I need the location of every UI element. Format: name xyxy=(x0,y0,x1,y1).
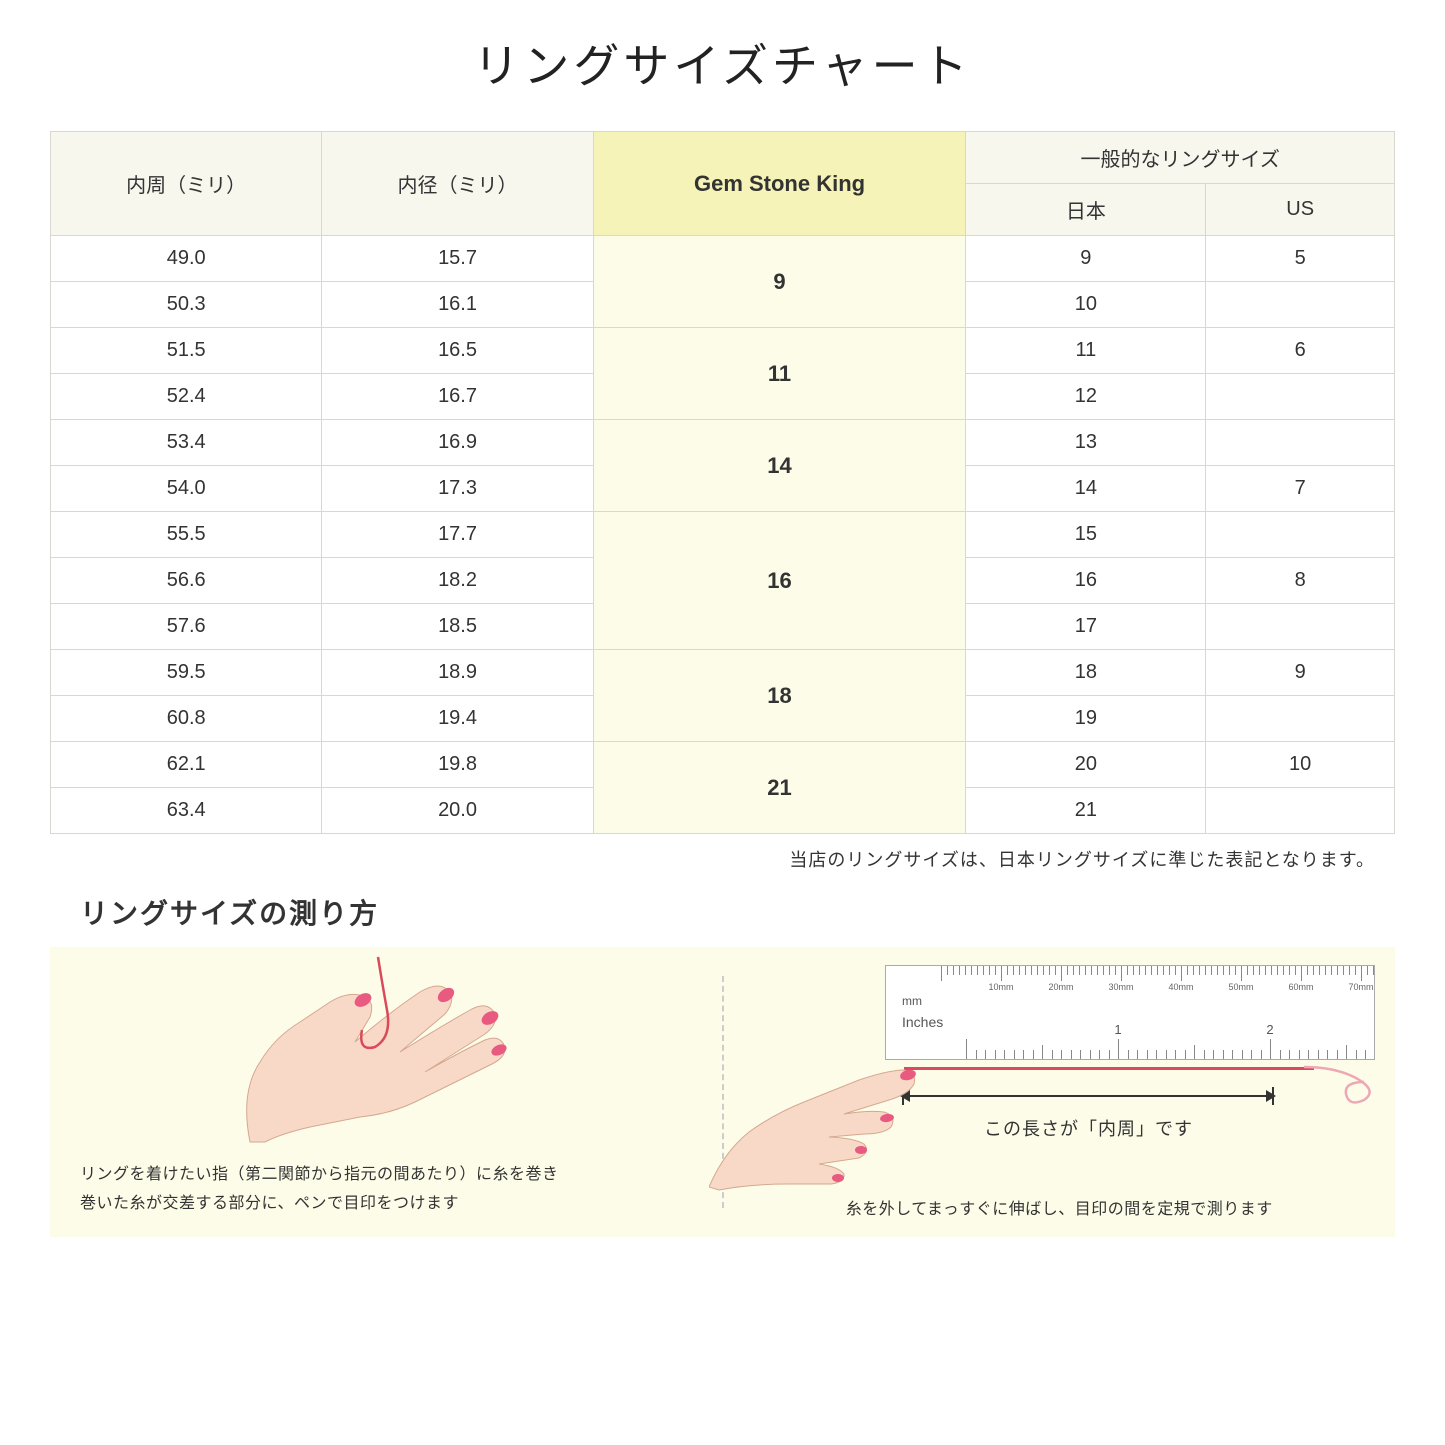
cell-jp: 15 xyxy=(966,512,1206,558)
cell-circ: 55.5 xyxy=(51,512,322,558)
cell-jp: 19 xyxy=(966,696,1206,742)
right-caption: 糸を外してまっすぐに伸ばし、目印の間を定規で測ります xyxy=(724,1195,1396,1219)
cell-diam: 20.0 xyxy=(322,788,593,834)
table-note: 当店のリングサイズは、日本リングサイズに準じた表記となります。 xyxy=(50,846,1395,872)
cell-jp: 10 xyxy=(966,282,1206,328)
cell-diam: 19.4 xyxy=(322,696,593,742)
cell-jp: 14 xyxy=(966,466,1206,512)
cell-diam: 17.7 xyxy=(322,512,593,558)
cell-jp: 21 xyxy=(966,788,1206,834)
cell-gsk: 14 xyxy=(593,420,966,512)
cell-jp: 17 xyxy=(966,604,1206,650)
cell-jp: 20 xyxy=(966,742,1206,788)
arrow-label: この長さが「内周」です xyxy=(904,1115,1274,1141)
cell-circ: 56.6 xyxy=(51,558,322,604)
cell-gsk: 9 xyxy=(593,236,966,328)
cell-circ: 49.0 xyxy=(51,236,322,282)
cell-jp: 13 xyxy=(966,420,1206,466)
cell-us xyxy=(1206,282,1395,328)
header-japan: 日本 xyxy=(966,184,1206,236)
info-panel: リングを着けたい指（第二関節から指元の間あたり）に糸を巻き 巻いた糸が交差する部… xyxy=(50,947,1395,1237)
measure-arrow xyxy=(902,1095,1274,1097)
cell-us xyxy=(1206,604,1395,650)
cell-jp: 16 xyxy=(966,558,1206,604)
table-row: 49.015.7995 xyxy=(51,236,1395,282)
header-gsk: Gem Stone King xyxy=(593,132,966,236)
left-caption: リングを着けたい指（第二関節から指元の間あたり）に糸を巻き 巻いた糸が交差する部… xyxy=(80,1161,692,1219)
cell-us: 7 xyxy=(1206,466,1395,512)
cell-circ: 53.4 xyxy=(51,420,322,466)
ruler-illustration: mm Inches 10mm20mm30mm40mm50mm60mm70mm12 xyxy=(885,965,1375,1060)
cell-diam: 16.1 xyxy=(322,282,593,328)
cell-us: 10 xyxy=(1206,742,1395,788)
table-row: 59.518.918189 xyxy=(51,650,1395,696)
info-right: mm Inches 10mm20mm30mm40mm50mm60mm70mm12… xyxy=(724,947,1396,1237)
cell-gsk: 11 xyxy=(593,328,966,420)
cell-us xyxy=(1206,420,1395,466)
cell-gsk: 21 xyxy=(593,742,966,834)
cell-diam: 18.2 xyxy=(322,558,593,604)
thread-curl xyxy=(1304,1052,1404,1112)
cell-jp: 12 xyxy=(966,374,1206,420)
cell-diam: 16.7 xyxy=(322,374,593,420)
cell-diam: 19.8 xyxy=(322,742,593,788)
header-general: 一般的なリングサイズ xyxy=(966,132,1395,184)
cell-us xyxy=(1206,696,1395,742)
cell-diam: 17.3 xyxy=(322,466,593,512)
thread-line xyxy=(904,1067,1314,1070)
cell-circ: 52.4 xyxy=(51,374,322,420)
measure-subtitle: リングサイズの測り方 xyxy=(50,892,1395,932)
cell-diam: 16.9 xyxy=(322,420,593,466)
cell-us: 6 xyxy=(1206,328,1395,374)
header-diameter: 内径（ミリ） xyxy=(322,132,593,236)
cell-circ: 50.3 xyxy=(51,282,322,328)
cell-circ: 60.8 xyxy=(51,696,322,742)
cell-diam: 15.7 xyxy=(322,236,593,282)
cell-us: 9 xyxy=(1206,650,1395,696)
header-us: US xyxy=(1206,184,1395,236)
cell-diam: 18.5 xyxy=(322,604,593,650)
info-left: リングを着けたい指（第二関節から指元の間あたり）に糸を巻き 巻いた糸が交差する部… xyxy=(50,947,722,1237)
size-chart-table: 内周（ミリ） 内径（ミリ） Gem Stone King 一般的なリングサイズ … xyxy=(50,131,1395,834)
cell-diam: 16.5 xyxy=(322,328,593,374)
cell-us xyxy=(1206,788,1395,834)
cell-diam: 18.9 xyxy=(322,650,593,696)
cell-us xyxy=(1206,512,1395,558)
table-row: 53.416.91413 xyxy=(51,420,1395,466)
cell-us xyxy=(1206,374,1395,420)
cell-jp: 9 xyxy=(966,236,1206,282)
cell-gsk: 18 xyxy=(593,650,966,742)
cell-jp: 11 xyxy=(966,328,1206,374)
page-title: リングサイズチャート xyxy=(50,30,1395,96)
cell-circ: 62.1 xyxy=(51,742,322,788)
table-row: 62.119.8212010 xyxy=(51,742,1395,788)
cell-circ: 59.5 xyxy=(51,650,322,696)
cell-circ: 54.0 xyxy=(51,466,322,512)
table-row: 55.517.71615 xyxy=(51,512,1395,558)
header-circumference: 内周（ミリ） xyxy=(51,132,322,236)
mm-unit-label: mm xyxy=(902,994,922,1008)
hand-point-illustration xyxy=(709,1042,919,1192)
cell-gsk: 16 xyxy=(593,512,966,650)
cell-circ: 57.6 xyxy=(51,604,322,650)
in-unit-label: Inches xyxy=(902,1014,943,1030)
cell-circ: 63.4 xyxy=(51,788,322,834)
table-row: 51.516.511116 xyxy=(51,328,1395,374)
hand-wrap-illustration xyxy=(190,952,570,1152)
cell-jp: 18 xyxy=(966,650,1206,696)
cell-us: 8 xyxy=(1206,558,1395,604)
cell-circ: 51.5 xyxy=(51,328,322,374)
cell-us: 5 xyxy=(1206,236,1395,282)
